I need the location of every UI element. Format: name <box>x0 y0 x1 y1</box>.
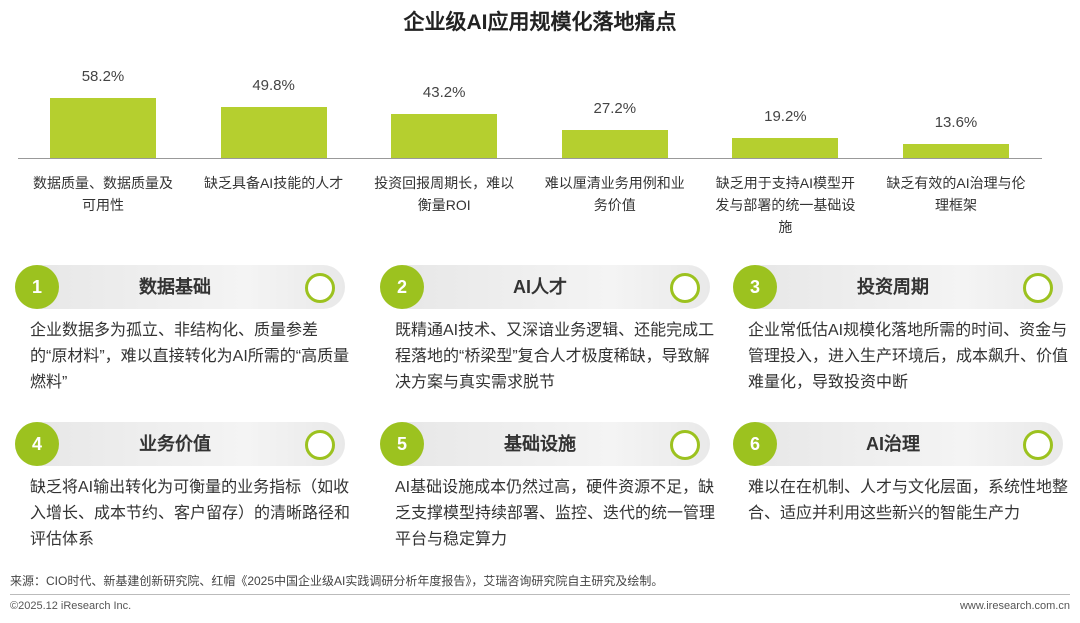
rule <box>10 594 1070 595</box>
ring-icon <box>670 430 700 460</box>
category-label: 缺乏用于支持AI模型开发与部署的统一基础设施 <box>715 175 856 235</box>
card-text: 缺乏将AI输出转化为可衡量的业务指标（如收入增长、成本节约、客户留存）的清晰路径… <box>30 479 351 548</box>
card-title: 投资周期 <box>857 277 929 297</box>
value-label: 43.2% <box>422 83 466 101</box>
ring-icon <box>305 273 335 303</box>
bar <box>220 106 327 158</box>
category-label: 缺乏具备AI技能的人才 <box>203 175 344 191</box>
value-label: 27.2% <box>593 99 637 117</box>
card-header: 6 AI治理 <box>733 422 1063 466</box>
card-text: 难以在在机制、人才与文化层面，系统性地整合、适应并利用这些新兴的智能生产力 <box>748 479 1069 522</box>
card-title: 数据基础 <box>139 277 211 297</box>
category-label: 缺乏有效的AI治理与伦理框架 <box>886 175 1026 213</box>
footer-left: ©2025.12 iResearch Inc. <box>10 600 132 612</box>
source: 来源：CIO时代、新基建创新研究院、红帽《2025中国企业级AI实践调研分析年度… <box>10 574 664 588</box>
value-label: 19.2% <box>764 108 807 126</box>
ring-icon <box>1023 273 1053 303</box>
footer-right: www.iresearch.com.cn <box>959 600 1070 612</box>
card-number: 2 <box>380 265 424 309</box>
bar <box>903 143 1009 158</box>
card-text: AI基础设施成本仍然过高，硬件资源不足，缺乏支撑模型持续部署、监控、迭代的统一管… <box>395 479 716 548</box>
ring-icon <box>305 430 335 460</box>
card-number: 4 <box>15 422 59 466</box>
bar <box>391 113 498 158</box>
card-header: 2 AI人才 <box>380 265 710 309</box>
card-header: 5 基础设施 <box>380 422 710 466</box>
bar <box>50 98 156 158</box>
card-header: 1 数据基础 <box>15 265 345 309</box>
bar <box>732 138 839 158</box>
card-title: 业务价值 <box>139 434 211 454</box>
card-number: 5 <box>380 422 424 466</box>
card-title: AI治理 <box>866 434 920 454</box>
card-title: 基础设施 <box>504 434 576 454</box>
chart-title: 企业级AI应用规模化落地痛点 <box>403 11 677 34</box>
baseline <box>18 158 1042 159</box>
card-text: 企业常低估AI规模化落地所需的时间、资金与管理投入，进入生产环境后，成本飙升、价… <box>748 322 1069 391</box>
card-text: 企业数据多为孤立、非结构化、质量参差的“原材料”，难以直接转化为AI所需的“高质… <box>30 322 350 391</box>
card-number: 6 <box>733 422 777 466</box>
card-header: 4 业务价值 <box>15 422 345 466</box>
value-label: 49.8% <box>252 76 295 94</box>
bar <box>561 129 668 158</box>
card-text: 既精通AI技术、又深谙业务逻辑、还能完成工程落地的“桥梁型”复合人才极度稀缺，导… <box>395 322 715 391</box>
value-label: 58.2% <box>81 68 125 86</box>
value-label: 13.6% <box>934 113 978 131</box>
ring-icon <box>670 273 700 303</box>
card-header: 3 投资周期 <box>733 265 1063 309</box>
category-label: 投资回报周期长，难以衡量ROI <box>374 175 515 213</box>
card-title: AI人才 <box>513 277 567 297</box>
card-number: 3 <box>733 265 777 309</box>
ring-icon <box>1023 430 1053 460</box>
category-label: 数据质量、数据质量及可用性 <box>33 175 173 213</box>
category-label: 难以厘清业务用例和业务价值 <box>544 175 685 213</box>
card-number: 1 <box>15 265 59 309</box>
